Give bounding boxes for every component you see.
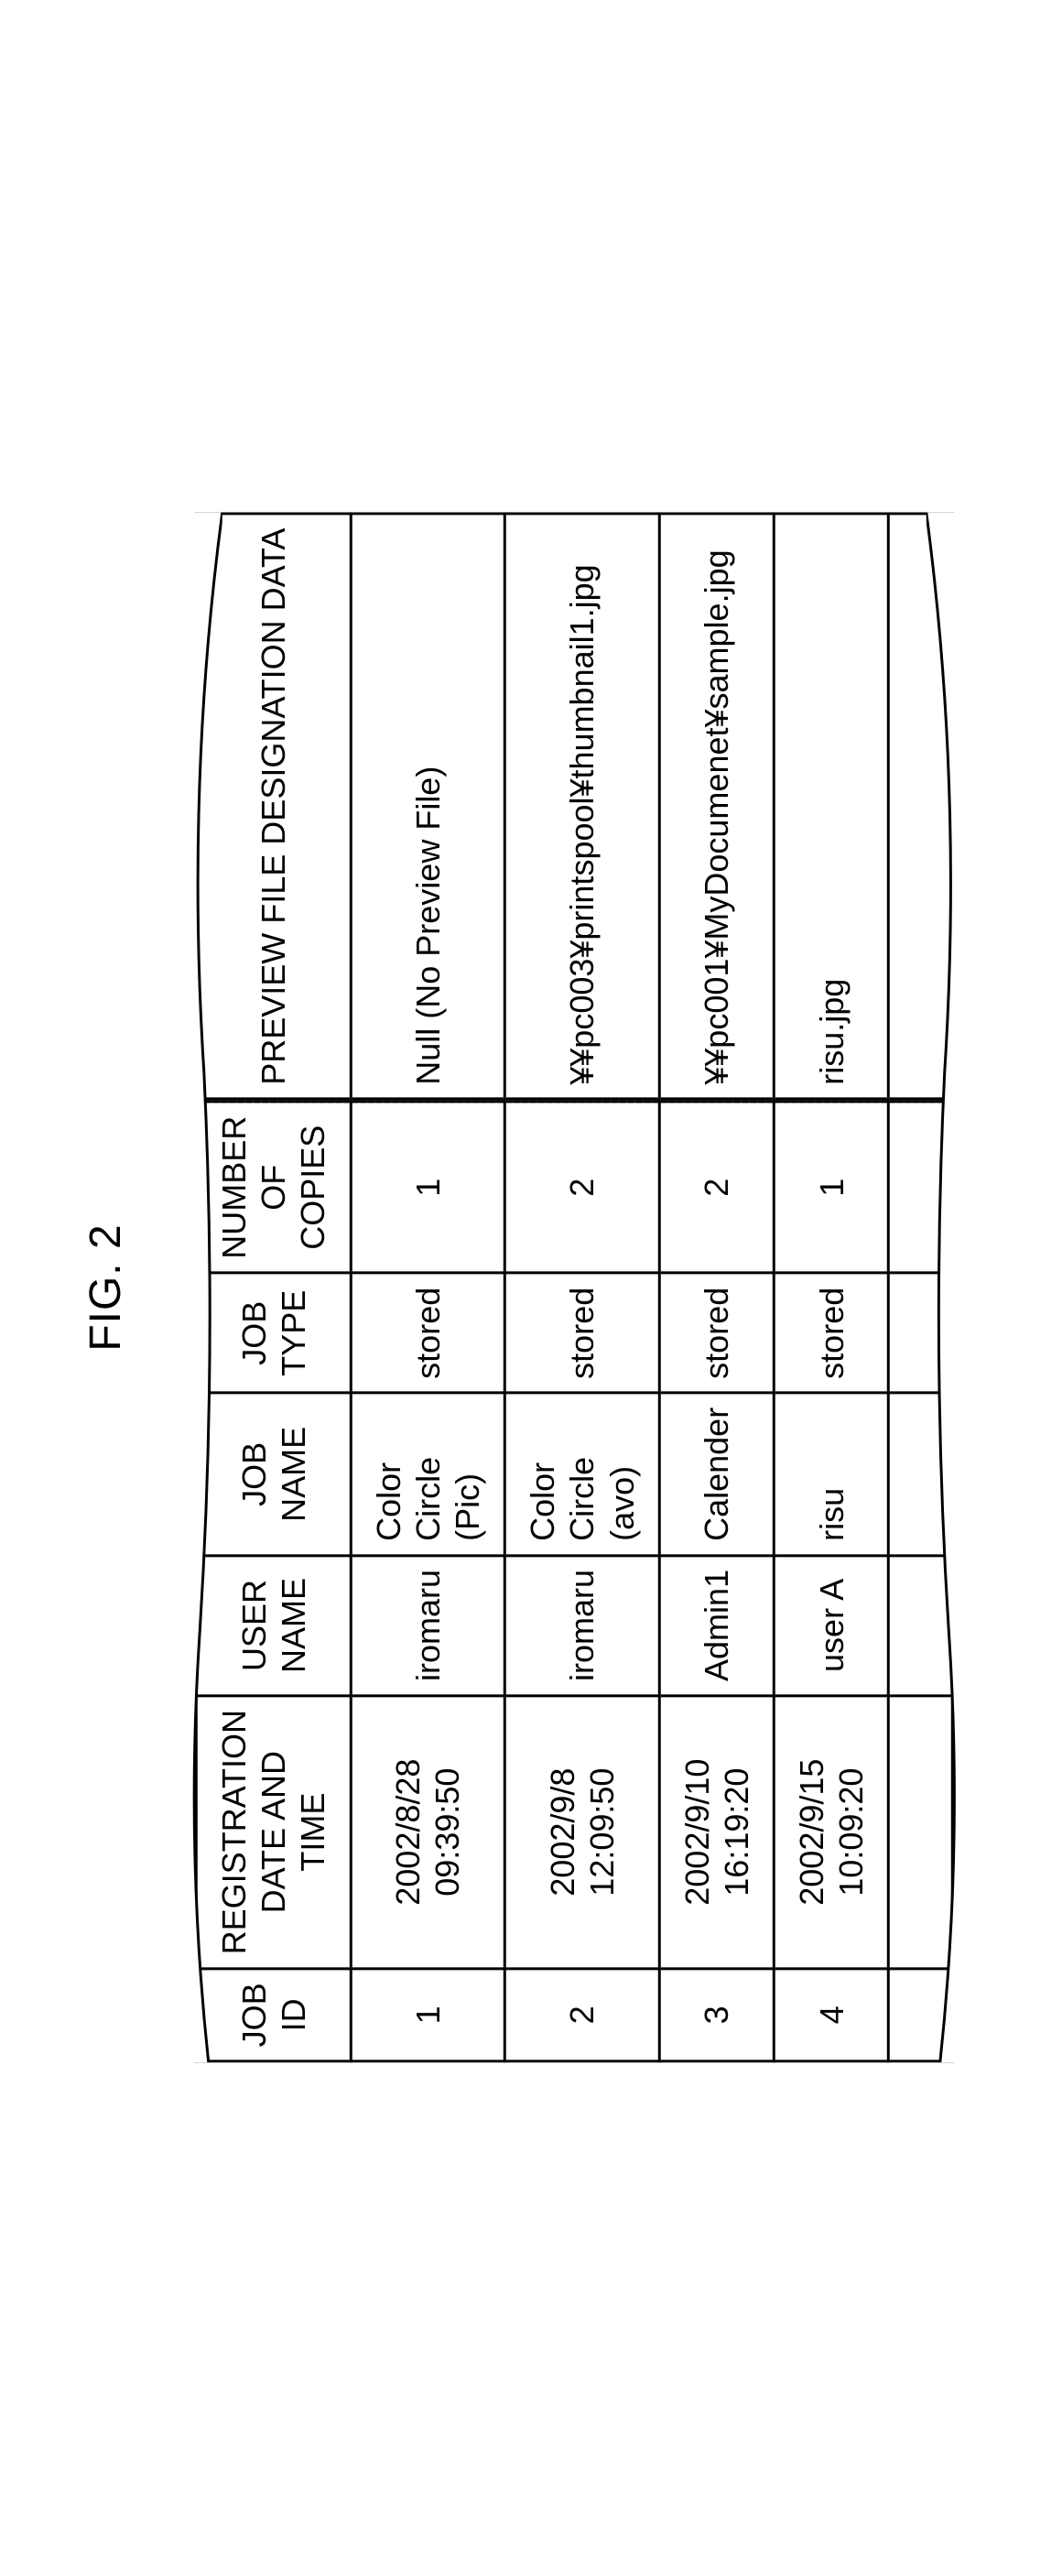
cell-user-name: iromaru <box>351 1555 505 1695</box>
header-copies: NUMBER OF COPIES <box>196 1102 351 1273</box>
empty-cell <box>889 1393 953 1555</box>
cell-user-name: user A <box>774 1555 888 1695</box>
table-empty-row <box>889 514 953 2061</box>
cell-preview: Null (No Preview File) <box>351 514 505 1099</box>
empty-cell <box>889 1273 953 1393</box>
cell-job-name: Color Circle (avo) <box>504 1393 659 1555</box>
cell-copies: 2 <box>659 1102 774 1273</box>
job-data-table: JOB ID REGISTRATION DATE AND TIME USER N… <box>195 513 954 2063</box>
cell-job-type: stored <box>351 1273 505 1393</box>
cell-preview: ¥¥pc003¥printspool¥thumbnail1.jpg <box>504 514 659 1099</box>
table-row: 3 2002/9/10 16:19:20 Admin1 Calender sto… <box>659 514 774 2061</box>
header-user-name: USER NAME <box>196 1555 351 1695</box>
table-row: 4 2002/9/15 10:09:20 user A risu stored … <box>774 514 888 2061</box>
figure-wrapper: FIG. 2 JOB ID REGISTRATION DATE AND TIME… <box>81 513 981 2063</box>
header-job-name: JOB NAME <box>196 1393 351 1555</box>
cell-reg-date: 2002/9/15 10:09:20 <box>774 1695 888 1968</box>
empty-cell <box>889 1695 953 1968</box>
empty-cell <box>889 1969 953 2061</box>
cell-copies: 1 <box>351 1102 505 1273</box>
cell-user-name: iromaru <box>504 1555 659 1695</box>
empty-cell-dashed <box>889 1099 953 1102</box>
cell-job-type: stored <box>504 1273 659 1393</box>
cell-reg-date: 2002/8/28 09:39:50 <box>351 1695 505 1968</box>
table-header-row: JOB ID REGISTRATION DATE AND TIME USER N… <box>196 514 351 2061</box>
cell-job-id: 1 <box>351 1969 505 2061</box>
empty-cell <box>889 514 953 1099</box>
cell-preview: ¥¥pc001¥MyDocumenet¥sample.jpg <box>659 514 774 1099</box>
empty-cell <box>889 1555 953 1695</box>
figure-title: FIG. 2 <box>81 1223 131 1351</box>
cell-job-type: stored <box>659 1273 774 1393</box>
cell-job-type: stored <box>774 1273 888 1393</box>
empty-cell <box>889 1102 953 1273</box>
cell-user-name: Admin1 <box>659 1555 774 1695</box>
cell-job-name: Calender <box>659 1393 774 1555</box>
cell-job-id: 3 <box>659 1969 774 2061</box>
cell-dashed-gap <box>659 1099 774 1102</box>
header-job-id: JOB ID <box>196 1969 351 2061</box>
table-row: 2 2002/9/8 12:09:50 iromaru Color Circle… <box>504 514 659 2061</box>
cell-dashed-gap <box>774 1099 888 1102</box>
cell-dashed-gap <box>351 1099 505 1102</box>
rotated-figure-container: FIG. 2 JOB ID REGISTRATION DATE AND TIME… <box>81 513 981 2063</box>
cell-dashed-gap <box>504 1099 659 1102</box>
cell-preview: risu.jpg <box>774 514 888 1099</box>
cell-copies: 1 <box>774 1102 888 1273</box>
cell-job-name: risu <box>774 1393 888 1555</box>
table-clip-wrapper: JOB ID REGISTRATION DATE AND TIME USER N… <box>168 513 981 2063</box>
cell-reg-date: 2002/9/10 16:19:20 <box>659 1695 774 1968</box>
table-body: 1 2002/8/28 09:39:50 iromaru Color Circl… <box>351 514 953 2061</box>
header-reg-date: REGISTRATION DATE AND TIME <box>196 1695 351 1968</box>
cell-job-id: 4 <box>774 1969 888 2061</box>
cell-reg-date: 2002/9/8 12:09:50 <box>504 1695 659 1968</box>
header-preview: PREVIEW FILE DESIGNATION DATA <box>196 514 351 1099</box>
cell-job-id: 2 <box>504 1969 659 2061</box>
cell-job-name: Color Circle (Pic) <box>351 1393 505 1555</box>
cell-copies: 2 <box>504 1102 659 1273</box>
header-dashed-gap <box>196 1099 351 1102</box>
table-row: 1 2002/8/28 09:39:50 iromaru Color Circl… <box>351 514 505 2061</box>
header-job-type: JOB TYPE <box>196 1273 351 1393</box>
